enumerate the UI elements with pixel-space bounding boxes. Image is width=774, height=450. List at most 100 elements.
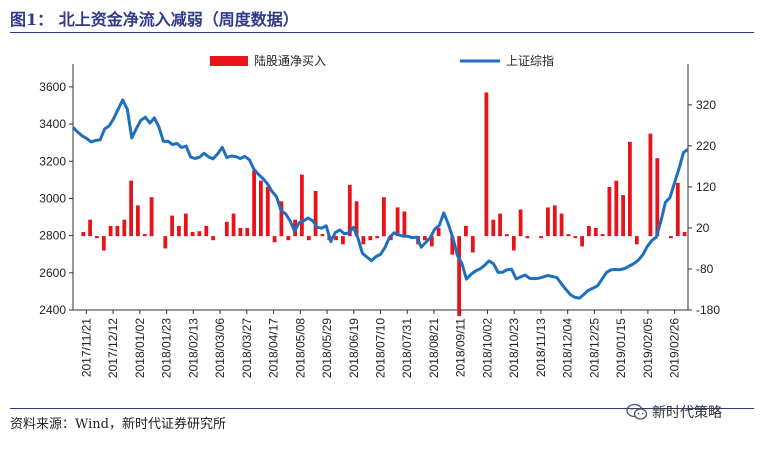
x-tick-label: 2018/12/25 [587,318,601,378]
bar [682,232,687,237]
bar [368,236,373,241]
x-tick-label: 2018/03/27 [240,318,254,378]
right-tick-label: -80 [696,262,714,276]
bar [197,231,202,237]
bar [88,219,92,237]
x-tick-label: 2019/01/15 [614,318,628,378]
bar [245,227,250,237]
right-tick-label: 320 [696,98,716,112]
bar [279,201,284,237]
legend-bar-label: 陆股通净买入 [254,53,326,68]
bar [491,219,496,237]
right-tick-label: -180 [696,303,720,317]
x-tick-label: 2018/07/31 [400,318,414,378]
bar [566,234,571,237]
legend-line-label: 上证综指 [506,53,554,68]
bar [634,236,639,245]
bar [614,180,619,237]
bar [101,236,106,251]
bar [628,141,632,237]
bar [204,225,209,237]
x-tick-label: 2018/09/11 [454,318,468,377]
bar [129,180,133,237]
x-tick-label: 2018/01/02 [133,318,147,378]
bar [648,133,653,237]
bar [190,232,195,237]
bar [306,236,311,241]
bar [224,221,229,237]
legend: 陆股通净买入 上证综指 [210,53,554,68]
x-tick-label: 2017/12/12 [106,318,120,378]
bar [464,225,468,237]
bar [177,225,181,237]
right-tick-label: 220 [696,139,716,153]
bar-series [81,92,687,317]
bar [334,236,338,241]
x-tick-label: 2018/05/08 [293,318,307,378]
bar [470,236,475,253]
bar [300,174,304,237]
bar [395,207,400,237]
chart-title: 图1： 北上资金净流入减弱（周度数据） [10,10,299,29]
bar [450,236,455,255]
bar [136,205,140,237]
x-axis-ticks: 2017/11/21 2017/12/12 2018/01/02 2018/01/23… [79,310,682,378]
left-tick-label: 3000 [39,191,66,205]
left-tick-label: 2400 [39,303,66,317]
left-tick-label: 2800 [39,229,66,243]
x-tick-label: 2018/12/04 [561,318,575,378]
x-tick-label: 2018/01/23 [160,318,174,378]
bar [388,236,393,241]
bar [272,236,277,243]
bar [122,219,127,237]
bar [163,236,168,249]
title-rule [10,32,754,33]
bar [361,236,366,245]
watermark-text: 新时代策略 [652,405,722,421]
bar [231,213,236,237]
bar [375,236,379,239]
bar [600,234,605,237]
bar [183,213,188,237]
axes: 2400 2600 2800 3000 3200 3400 3600 -180 -80 20 120… [39,64,720,317]
bar [621,195,625,237]
bar [525,236,530,239]
bar [429,236,434,247]
bar [382,197,386,237]
bar [675,182,680,237]
bar [402,211,407,237]
bar [573,236,578,239]
bar [265,186,270,237]
bar [341,236,345,245]
x-tick-label: 2018/06/19 [347,318,361,378]
x-tick-label: 2018/10/02 [480,318,494,378]
bar [149,197,154,237]
bar [320,234,325,237]
bar [518,209,523,237]
watermark: 新时代策略 [626,402,722,422]
x-tick-label: 2018/11/13 [534,318,548,377]
bar [81,232,86,237]
bar [313,191,318,237]
bar [580,236,584,247]
bar [95,236,99,239]
bar [252,170,256,237]
left-tick-label: 2600 [39,266,66,280]
bar [108,225,113,237]
bar [115,225,120,237]
bar [259,180,263,237]
x-tick-label: 2017/11/21 [79,318,93,377]
bar [457,236,461,317]
x-tick-label: 2018/10/23 [507,318,521,378]
x-tick-label: 2019/02/05 [641,318,655,378]
x-tick-label: 2018/08/21 [427,318,441,378]
bar [423,236,427,241]
bar [354,201,359,237]
bar [347,184,352,237]
bar [669,236,673,239]
bar [142,234,147,237]
bar [498,213,502,237]
index-line [71,98,689,300]
bar [211,236,215,241]
bar [238,227,243,237]
